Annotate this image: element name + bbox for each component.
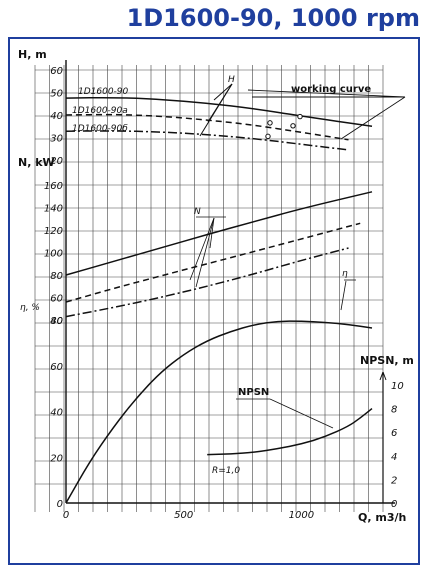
head-tick-label: 30	[50, 134, 63, 145]
leader-n-1	[189, 217, 215, 281]
head-axis-label: H, m	[18, 48, 47, 61]
curve-head-1d1600-90a-1	[65, 113, 349, 141]
label-1d1600-90a: 1D1600-90a	[72, 106, 128, 116]
npsh-axis-arrow	[379, 371, 384, 381]
npsh-tick-label: 6	[391, 428, 397, 439]
label-1d1600-90b: 1D1600-90б	[72, 124, 128, 134]
leader-eta	[340, 280, 347, 311]
working-point	[297, 113, 303, 120]
annotation-n: N	[194, 207, 201, 217]
annotation-h: H	[228, 75, 235, 85]
npsh-tick-label: 2	[391, 475, 397, 486]
curve-head-1d1600-90-0	[65, 96, 373, 128]
leader-n-2	[195, 217, 215, 288]
working-curve-arrow	[247, 89, 406, 98]
power-axis-label: N, kW	[18, 156, 55, 169]
x-tick-label: 1000	[289, 510, 314, 521]
efficiency-tick-label: 20	[50, 453, 63, 464]
curve-head-1d1600-90б-2	[65, 130, 349, 151]
power-tick-label: 160	[44, 181, 63, 192]
npsh-tick-label: 4	[391, 452, 397, 463]
leader-h-1	[213, 83, 233, 101]
npsh-tick-label: 10	[391, 381, 404, 392]
npsh-tick-label: 8	[391, 405, 397, 416]
x-axis-label: Q, m3/h	[358, 511, 406, 524]
x-tick-label: 0	[63, 510, 69, 521]
efficiency-tick-label: 80	[50, 316, 63, 327]
power-tick-label: 120	[44, 226, 63, 237]
power-tick-label: 40	[50, 316, 63, 327]
annotation-working-curve: working curve	[291, 84, 371, 95]
efficiency-axis-label: η, %	[20, 303, 40, 313]
annotation-r: R=1,0	[212, 466, 240, 476]
curve-npsh-npsn-7	[207, 408, 373, 456]
head-tick-label: 40	[50, 111, 63, 122]
chart-frame	[8, 37, 420, 565]
page-title: 1D1600-90, 1000 rpm	[126, 4, 420, 32]
efficiency-tick-label: 0	[57, 499, 63, 510]
working-point	[265, 133, 271, 140]
leader-h-3	[199, 83, 233, 137]
leader-n-3	[209, 217, 215, 249]
head-tick-label: 50	[50, 89, 63, 100]
power-tick-label: 80	[50, 271, 63, 282]
efficiency-tick-label: 40	[50, 408, 63, 419]
power-tick-label: 140	[44, 204, 63, 215]
efficiency-tick-label: 60	[50, 362, 63, 373]
curve-power-n-3	[65, 191, 373, 276]
power-tick-label: 60	[50, 294, 63, 305]
working-point	[290, 123, 296, 129]
x-tick-label: 500	[174, 510, 193, 521]
head-tick-label: 60	[50, 66, 63, 77]
annotation-eta: η	[342, 269, 348, 279]
curve-power-n-5	[65, 247, 349, 318]
label-1d1600-90: 1D1600-90	[78, 87, 129, 97]
head-tick-label: 20	[50, 156, 63, 167]
working-point	[267, 120, 273, 126]
power-tick-label: 100	[44, 249, 63, 260]
curve-power-n-4	[65, 222, 361, 303]
leader-npsn	[269, 398, 334, 429]
npsh-axis-arrow	[382, 371, 387, 381]
curve-efficiency-series-6	[65, 320, 373, 504]
npsh-axis-label: NPSN, m	[360, 354, 414, 367]
working-curve-arrow	[340, 96, 406, 140]
annotation-npsn: NPSN	[238, 387, 269, 398]
npsh-tick-label: 0	[391, 499, 397, 510]
